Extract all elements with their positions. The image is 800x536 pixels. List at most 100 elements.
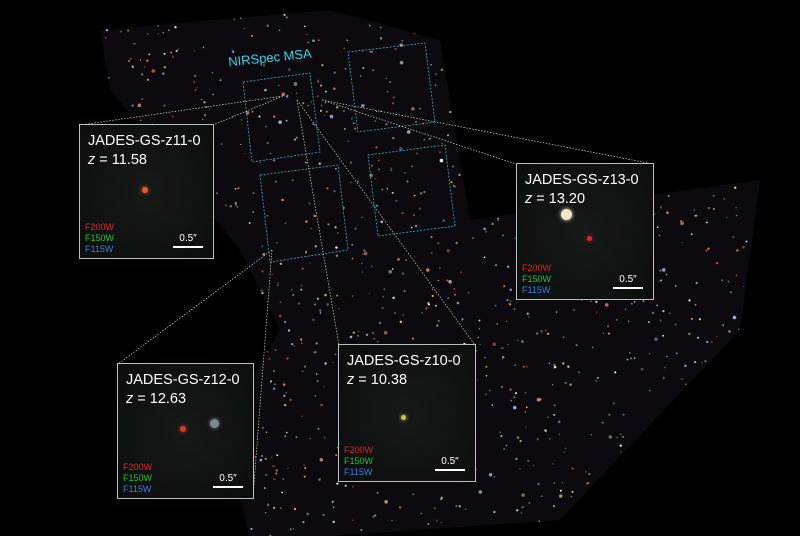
- galaxy-dot: [483, 256, 486, 259]
- galaxy-dot: [654, 337, 658, 341]
- galaxy-dot: [303, 475, 306, 478]
- galaxy-dot: [659, 206, 663, 209]
- galaxy-dot: [291, 343, 294, 346]
- galaxy-dot: [177, 48, 179, 50]
- galaxy-dot: [693, 360, 697, 364]
- galaxy-dot: [472, 237, 474, 239]
- galaxy-dot: [552, 463, 554, 465]
- galaxy-dot: [500, 385, 503, 389]
- galaxy-dot: [352, 331, 356, 334]
- galaxy-dot: [570, 495, 573, 498]
- galaxy-dot: [564, 381, 567, 385]
- galaxy-dot: [694, 304, 697, 306]
- galaxy-name: JADES-GS-z12-0: [126, 372, 240, 388]
- galaxy-dot: [361, 103, 365, 108]
- galaxy-dot: [602, 332, 605, 334]
- galaxy-dot: [377, 168, 381, 171]
- galaxy-dot: [681, 378, 683, 380]
- galaxy-dot: [513, 308, 516, 310]
- galaxy-dot: [519, 439, 522, 443]
- galaxy-dot: [616, 436, 619, 439]
- galaxy-dot: [524, 391, 527, 394]
- galaxy-dot: [240, 143, 242, 146]
- galaxy-dot: [446, 279, 449, 282]
- galaxy-dot: [234, 187, 237, 190]
- galaxy-dot: [423, 190, 426, 194]
- filter-label: F150W: [522, 274, 552, 284]
- galaxy-dot: [575, 344, 578, 347]
- galaxy-dot: [662, 334, 665, 337]
- galaxy-dot: [596, 376, 600, 380]
- galaxy-dot: [371, 331, 375, 335]
- galaxy-dot: [735, 214, 738, 217]
- galaxy-dot: [276, 284, 280, 287]
- galaxy-dot: [237, 186, 240, 190]
- galaxy-dot: [391, 191, 394, 195]
- galaxy-dot: [141, 98, 143, 100]
- galaxy-dot: [372, 515, 375, 518]
- galaxy-dot: [572, 308, 576, 312]
- galaxy-dot: [229, 205, 233, 208]
- galaxy-dot: [335, 106, 339, 109]
- galaxy-dot: [175, 49, 178, 53]
- galaxy-dot: [436, 324, 439, 327]
- galaxy-dot: [371, 206, 373, 208]
- galaxy-dot: [437, 279, 439, 282]
- galaxy-dot: [378, 321, 382, 325]
- galaxy-source: [587, 236, 592, 241]
- galaxy-dot: [374, 178, 377, 180]
- galaxy-dot: [326, 303, 329, 306]
- galaxy-dot: [323, 114, 326, 116]
- galaxy-dot: [688, 299, 691, 302]
- galaxy-dot: [360, 75, 362, 77]
- galaxy-dot: [392, 96, 395, 99]
- galaxy-dot: [548, 362, 551, 365]
- galaxy-dot: [402, 313, 405, 317]
- redshift-label: z = 12.63: [126, 391, 187, 407]
- galaxy-dot: [285, 392, 287, 394]
- galaxy-dot: [313, 214, 317, 218]
- galaxy-dot: [488, 389, 491, 392]
- galaxy-dot: [509, 288, 512, 292]
- galaxy-dot: [553, 363, 556, 367]
- galaxy-dot: [440, 521, 443, 524]
- galaxy-dot: [604, 303, 609, 307]
- galaxy-dot: [537, 482, 540, 486]
- galaxy-dot: [412, 493, 415, 496]
- galaxy-dot: [562, 336, 565, 339]
- galaxy-dot: [258, 115, 261, 118]
- galaxy-dot: [389, 81, 392, 83]
- galaxy-dot: [501, 356, 505, 359]
- galaxy-dot: [690, 233, 693, 236]
- galaxy-dot: [392, 137, 395, 140]
- galaxy-dot: [647, 321, 650, 324]
- galaxy-dot: [684, 364, 687, 367]
- galaxy-dot: [569, 383, 572, 386]
- galaxy-dot: [272, 387, 276, 390]
- galaxy-dot: [336, 482, 339, 485]
- galaxy-dot: [315, 373, 318, 376]
- galaxy-dot: [318, 162, 321, 165]
- galaxy-dot: [532, 464, 535, 467]
- galaxy-dot: [157, 33, 159, 35]
- galaxy-dot: [316, 297, 319, 300]
- galaxy-dot: [612, 402, 615, 405]
- galaxy-dot: [349, 161, 352, 164]
- scale-label: 0.5″: [179, 233, 197, 244]
- galaxy-dot: [423, 138, 426, 141]
- galaxy-dot: [433, 507, 436, 510]
- galaxy-dot: [446, 134, 450, 137]
- galaxy-dot: [383, 330, 388, 335]
- galaxy-dot: [377, 159, 380, 162]
- galaxy-dot: [549, 438, 551, 440]
- galaxy-dot: [172, 55, 175, 58]
- galaxy-dot: [336, 294, 339, 297]
- galaxy-dot: [513, 396, 516, 399]
- galaxy-dot: [322, 513, 325, 517]
- galaxy-dot: [375, 110, 378, 113]
- galaxy-dot: [290, 289, 293, 291]
- galaxy-dot: [499, 431, 501, 433]
- galaxy-dot: [275, 472, 278, 475]
- galaxy-dot: [711, 341, 713, 343]
- galaxy-dot: [715, 261, 719, 265]
